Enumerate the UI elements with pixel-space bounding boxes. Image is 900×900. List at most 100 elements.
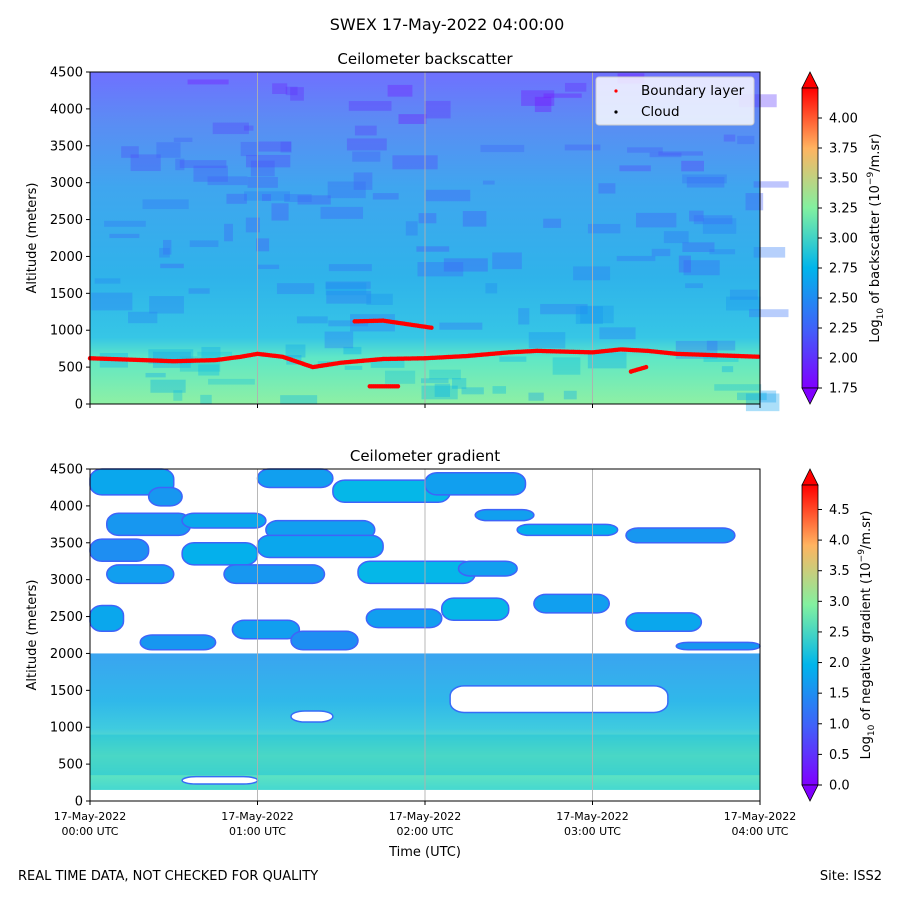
backscatter-cell [159,247,170,258]
backscatter-cell [285,344,306,358]
gradient-clear-gap [449,685,669,714]
backscatter-cell [392,155,438,170]
backscatter-cell [616,255,656,262]
backscatter-cell [280,141,292,153]
backscatter-cell [226,193,247,204]
backscatter-cell [280,395,318,404]
backscatter-cell [726,296,761,311]
legend-boundary-layer-label: Boundary layer [641,83,745,99]
backscatter-cell [753,181,789,188]
backscatter-cell [175,158,185,171]
backscatter-cell [658,151,703,156]
gradient-clear-gap [290,710,334,723]
backscatter-cell [109,233,140,239]
colorbar-tick-label: 1.0 [829,717,850,732]
backscatter-cell [703,357,739,362]
legend-box [595,76,755,126]
backscatter-cell [682,174,727,184]
gradient-ylabel: Altitude (meters) [25,580,40,691]
gradient-patch [457,560,518,577]
backscatter-cell [272,83,288,94]
backscatter-cell [187,79,229,85]
backscatter-cell [261,194,272,202]
x-tick-date: 17-May-2022 [389,810,461,823]
y-tick-label: 2500 [50,610,83,625]
backscatter-cell [651,248,671,257]
backscatter-cell [104,220,146,227]
backscatter-cell [737,392,767,401]
y-tick-label: 4500 [50,463,83,478]
backscatter-cell [325,282,367,296]
gradient-patch [625,527,736,544]
colorbar-tick-label: 4.5 [829,503,850,518]
backscatter-title: Ceilometer backscatter [337,50,513,68]
backscatter-cell [149,296,184,314]
backscatter-cell [619,165,651,172]
backscatter-cell [702,218,737,234]
backscatter-cell [683,260,720,276]
gradient-patch [223,564,326,585]
backscatter-cell [587,352,627,369]
legend-cloud-label: Cloud [641,104,680,120]
backscatter-cell [443,258,488,272]
backscatter-panel: Ceilometer backscatter 0 500 1000 1500 2000 2… [25,50,886,413]
y-tick-label: 3500 [50,139,83,154]
backscatter-cell [198,364,220,376]
backscatter-cell [296,316,328,324]
backscatter-cell [678,255,691,273]
backscatter-cell [482,180,495,185]
colorbar-tick-label: 0.0 [829,779,850,794]
backscatter-cell [534,96,552,113]
backscatter-cell [421,385,458,400]
boundary-layer-point [643,364,649,370]
backscatter-cell [245,217,260,233]
gradient-patch [89,604,125,633]
gradient-patch [365,608,443,629]
backscatter-cell [706,340,736,351]
backscatter-cell [573,266,611,281]
backscatter-cell [320,206,364,219]
gradient-colorbar-label: Log10 of negative gradient (10−9/m.sr) [857,511,877,760]
backscatter-cell [247,177,278,188]
backscatter-cell [528,392,544,401]
backscatter-cell [685,283,703,289]
backscatter-cell [564,144,601,151]
backscatter-cell [485,283,498,294]
backscatter-cell [420,378,449,384]
colorbar-tick-label: 2.5 [829,625,850,640]
backscatter-cell [189,240,219,248]
gradient-patch [106,512,192,537]
backscatter-cell [352,151,381,162]
backscatter-cell [387,84,413,97]
colorbar-tick-label: 2.50 [829,292,858,307]
figure-title: SWEX 17-May-2022 04:00:00 [330,15,565,34]
backscatter-cell [200,394,212,405]
backscatter-cell [328,320,368,327]
gradient-patch [516,523,619,537]
backscatter-cell [197,351,233,356]
backscatter-cell [173,137,193,142]
backscatter-cell [244,191,290,201]
backscatter-cell [343,346,362,355]
backscatter-cell [587,223,621,234]
gradient-patch [625,612,703,633]
x-axis-label: Time (UTC) [388,845,461,860]
backscatter-cell [627,147,663,153]
backscatter-cell [745,193,764,211]
backscatter-cell [201,346,221,358]
y-tick-label: 3000 [50,573,83,588]
backscatter-cell [682,242,715,252]
x-tick-time: 02:00 UTC [396,825,453,838]
y-tick-label: 1000 [50,721,83,736]
colorbar-tick-label: 2.0 [829,656,850,671]
x-tick-time: 04:00 UTC [731,825,788,838]
backscatter-colorbar-label: Log10 of backscatter (10−9/m.sr) [866,133,886,342]
colorbar-tick-label: 1.75 [829,382,858,397]
gradient-patch [256,468,334,489]
backscatter-cell [250,160,275,177]
backscatter-cell [462,211,487,227]
gradient-patch [357,560,476,585]
backscatter-cell [714,384,762,391]
backscatter-cell [179,160,227,169]
backscatter-gridlines [257,72,593,404]
